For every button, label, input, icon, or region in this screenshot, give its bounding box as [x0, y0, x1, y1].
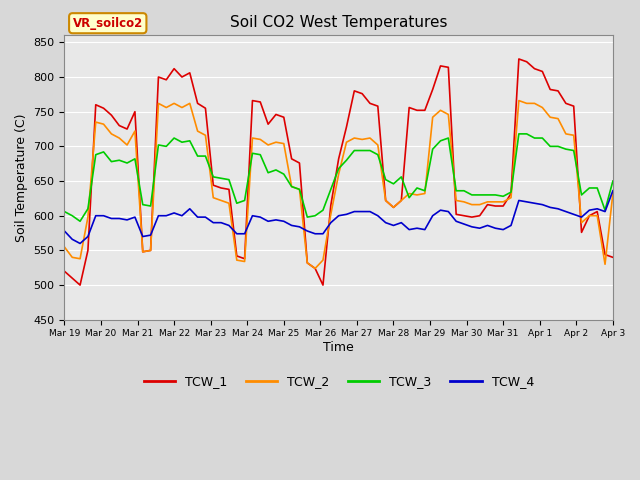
TCW_4 — [76, 240, 84, 246]
Legend: TCW_1, TCW_2, TCW_3, TCW_4: TCW_1, TCW_2, TCW_3, TCW_4 — [138, 370, 539, 393]
Y-axis label: Soil Temperature (C): Soil Temperature (C) — [15, 113, 28, 242]
TCW_2 — [570, 132, 577, 138]
TCW_2 — [139, 249, 147, 255]
TCW_3 — [515, 131, 523, 137]
TCW_4 — [61, 228, 68, 234]
TCW_3 — [609, 178, 617, 184]
TCW_4 — [484, 223, 492, 228]
TCW_1 — [570, 103, 577, 109]
TCW_4 — [609, 188, 617, 193]
TCW_3 — [570, 148, 577, 154]
Title: Soil CO2 West Temperatures: Soil CO2 West Temperatures — [230, 15, 447, 30]
TCW_2 — [335, 171, 342, 177]
TCW_1 — [147, 248, 154, 253]
TCW_4 — [225, 223, 233, 228]
TCW_2 — [397, 198, 405, 204]
TCW_2 — [61, 244, 68, 250]
TCW_1 — [84, 248, 92, 253]
X-axis label: Time: Time — [323, 341, 354, 354]
TCW_3 — [335, 166, 342, 171]
TCW_3 — [147, 203, 154, 209]
TCW_3 — [61, 209, 68, 215]
TCW_4 — [586, 207, 593, 213]
TCW_3 — [76, 218, 84, 224]
TCW_3 — [84, 206, 92, 212]
TCW_3 — [593, 185, 601, 191]
TCW_1 — [76, 282, 84, 288]
TCW_2 — [609, 191, 617, 196]
TCW_4 — [84, 234, 92, 240]
Line: TCW_1: TCW_1 — [65, 59, 613, 285]
TCW_2 — [593, 213, 601, 218]
TCW_3 — [397, 174, 405, 180]
TCW_1 — [61, 268, 68, 274]
Line: TCW_3: TCW_3 — [65, 134, 613, 221]
TCW_1 — [515, 56, 523, 62]
Text: VR_soilco2: VR_soilco2 — [72, 17, 143, 30]
Line: TCW_4: TCW_4 — [65, 191, 613, 243]
Line: TCW_2: TCW_2 — [65, 101, 613, 268]
TCW_1 — [397, 198, 405, 204]
TCW_4 — [335, 213, 342, 218]
TCW_1 — [593, 209, 601, 215]
TCW_4 — [397, 220, 405, 226]
TCW_2 — [76, 256, 84, 262]
TCW_1 — [335, 156, 342, 162]
TCW_2 — [311, 265, 319, 271]
TCW_1 — [609, 254, 617, 260]
TCW_2 — [515, 98, 523, 104]
